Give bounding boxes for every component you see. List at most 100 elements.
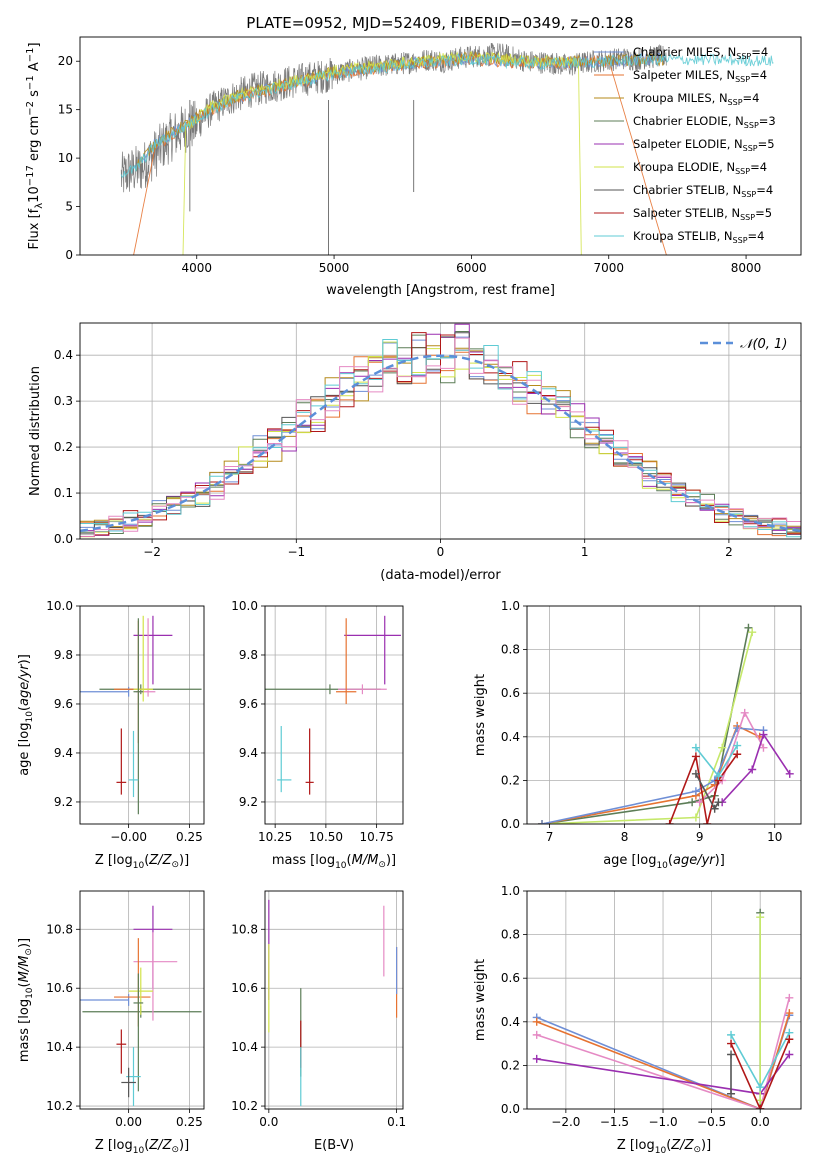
histogram-step [80,337,801,537]
x-tick-label: 7000 [593,261,624,275]
y-tick-label: 9.6 [54,697,73,711]
x-tick-label: 7 [546,830,554,844]
x-axis-label-part: ⊙ [693,1145,701,1155]
weight-marker [691,743,700,752]
x-axis-label-part: M/M [352,853,379,868]
weight-marker [733,750,742,759]
x-axis-label-part: 10 [335,861,347,871]
y-tick-label: 10.6 [231,981,258,995]
y-axis-label-part: s [27,90,42,101]
y-tick-label: 1.0 [501,599,520,613]
weight-marker [727,1030,736,1039]
weight-marker [748,628,757,637]
panel-weights-vs-Z: −2.0 −1.5 −1.0 −0.5 0.0 0.0 0.2 0.4 0.6 0.8 1.0 Z [… [473,884,802,1156]
legend-label-main: Salpeter MILES, N [633,68,735,82]
legend-label-main: Chabrier STELIB, N [633,183,741,197]
y-tick-label: 10.2 [231,1099,258,1113]
y-tick-label: 1.0 [501,884,520,898]
y-tick-label: 10.0 [231,599,258,613]
spectrum-lines [120,42,774,255]
y-tick-label: 0.2 [501,1058,520,1072]
legend-label: Chabrier ELODIE, NSSP=3 [633,114,776,130]
x-axis-label-part: E(B-V) [314,1138,354,1153]
x-axis-label-part: mass [log [272,853,335,868]
x-axis-label-part: Z [log [95,853,133,868]
weight-marker [691,813,700,822]
weight-lines [532,908,794,1109]
y-tick-label: 9.8 [239,648,258,662]
panel-age-vs-Z: −0.00 0.259.29.49.69.810.0Z [log10(Z/Z⊙)]… [17,599,205,871]
x-tick-label: 4000 [181,261,212,275]
x-tick-label: 10.75 [359,830,393,844]
y-tick-label: 15 [58,103,73,117]
panel-age-vs-mass: 10.25 10.50 10.75 9.2 9.4 9.6 9.8 10.0 mass [log… [231,599,404,871]
x-axis-label-part: )] [179,853,189,868]
x-tick-label: −0.5 [697,1115,726,1129]
weight-marker [740,708,749,717]
legend-label-suffix: =4 [743,91,760,105]
weight-marker [785,1035,794,1044]
weight-line [699,710,765,803]
y-tick-label: 0.2 [501,773,520,787]
weight-line [730,1038,791,1109]
weight-marker [538,820,547,824]
y-axis-label: Flux [fλ10−17 erg cm−2 s−1 A−1] [25,42,45,249]
weight-marker [703,820,712,824]
x-tick-label: 0.1 [387,1115,406,1129]
x-tick-label: 0.25 [176,1115,203,1129]
y-axis-label-part: λ [34,203,45,209]
x-axis-label-part: age/yr [673,853,716,868]
x-tick-label: 9 [696,830,704,844]
x-tick-label: 6000 [456,261,487,275]
x-tick-label: −2 [143,545,161,559]
x-tick-label: 8 [621,830,629,844]
panel-residuals: −2 −1 0 1 2 0.0 0.1 0.2 0.3 0.4 (data-model)/error… [28,322,802,583]
x-axis-label-part: age [log [603,853,656,868]
legend-label: Kroupa ELODIE, NSSP=4 [633,160,767,176]
x-tick-label: 8000 [731,261,762,275]
legend-label-sub: SSP [735,167,750,176]
weight-marker [691,752,700,761]
legend-label-main: Kroupa MILES, N [633,91,728,105]
y-axis-label-part: −17 [25,165,36,186]
y-tick-label: 5 [65,200,73,214]
x-tick-label: −1.5 [600,1115,629,1129]
weight-marker [714,798,723,807]
x-axis-label: E(B-V) [314,1138,354,1153]
legend-label-suffix: =4 [750,160,767,174]
x-axis-label-part: ( [668,853,673,868]
x-tick-label: 0.25 [176,830,203,844]
legend-label-main: Chabrier ELODIE, N [633,114,744,128]
y-axis-label-part: )] [17,654,32,664]
axes-frame [264,605,404,825]
y-axis-label-part: 10 [27,186,42,203]
x-axis-label-part: 10 [133,1146,145,1156]
legend-label-sub: SSP [743,144,758,153]
legend-label: Salpeter ELODIE, NSSP=5 [633,137,775,153]
axes-frame [79,36,802,256]
weight-marker [665,820,674,824]
y-axis-label: Normed distribution [28,366,43,496]
legend-label-sub: SSP [733,236,748,245]
y-tick-label: 20 [58,54,73,68]
legend-label-suffix: =4 [748,229,765,243]
x-axis-label-part: Z/Z [670,1138,694,1153]
histogram-step [80,332,801,537]
legend-label-suffix: =4 [750,68,767,82]
x-tick-label: 0.00 [115,1115,142,1129]
weight-marker [759,730,768,739]
weight-marker [756,1105,765,1109]
panel-mass-vs-EBV: 0.0 0.1 10.2 10.4 10.6 10.8 E(B-V) [231,890,406,1153]
model-line [135,50,665,171]
weight-marker [695,798,704,807]
legend-label: Kroupa STELIB, NSSP=4 [633,229,764,245]
weight-line [721,732,791,803]
legend-label-suffix: =3 [759,114,776,128]
x-tick-label: −1.0 [648,1115,677,1129]
x-axis-label-part: Z/Z [148,1138,172,1153]
x-axis-label-part: Z [log [95,1138,133,1153]
x-tick-label: 10.50 [309,830,343,844]
x-tick-label: 10 [767,830,782,844]
